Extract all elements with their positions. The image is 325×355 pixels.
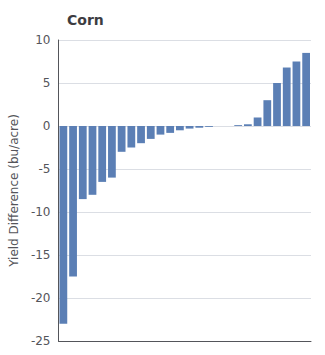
svg-text:-5: -5 [39,162,51,176]
svg-text:Corn: Corn [67,12,104,28]
svg-text:0: 0 [43,119,51,133]
svg-text:10: 10 [35,33,50,47]
svg-text:Yield Difference (bu/acre): Yield Difference (bu/acre) [7,114,21,268]
svg-text:-25: -25 [31,334,51,348]
svg-text:-20: -20 [31,291,51,305]
svg-text:-10: -10 [31,205,51,219]
svg-text:5: 5 [43,76,51,90]
svg-text:-15: -15 [31,248,51,262]
